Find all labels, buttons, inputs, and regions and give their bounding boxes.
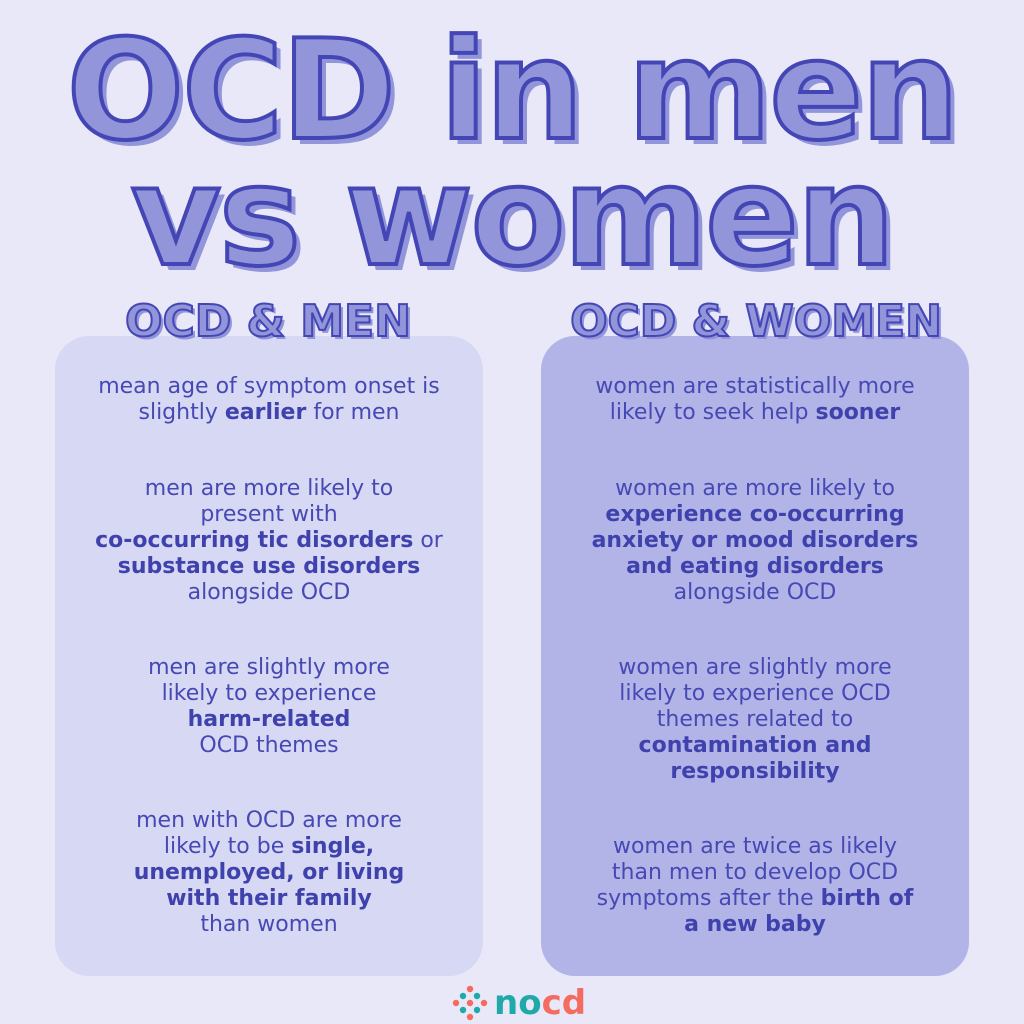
nocd-logo: nocd — [452, 985, 586, 1021]
emphasis: harm-related — [187, 707, 351, 732]
text: than women — [200, 912, 338, 937]
logo-text-no: no — [494, 983, 542, 1023]
men-fact-comorbidity: men are more likely to present with co-o… — [55, 476, 483, 606]
emphasis: birth of a new baby — [684, 886, 914, 937]
text: alongside OCD — [673, 580, 837, 605]
text: men are slightly more likely to experien… — [148, 655, 390, 706]
text: for men — [306, 400, 400, 425]
dots-logo-icon — [452, 985, 488, 1021]
text: alongside OCD — [187, 580, 351, 605]
title-line-2: vs women — [129, 136, 897, 297]
women-fact-themes: women are slightly more likely to experi… — [541, 655, 969, 785]
women-fact-postpartum: women are twice as likely than men to de… — [541, 834, 969, 938]
emphasis: contamination and responsibility — [638, 733, 872, 784]
emphasis: substance use disorders — [117, 554, 421, 579]
men-fact-social: men with OCD are more likely to be singl… — [55, 808, 483, 938]
women-panel: women are statistically more likely to s… — [541, 336, 969, 976]
emphasis: co-occurring tic disorders — [95, 528, 414, 553]
text: men with OCD are more likely to be — [136, 808, 402, 859]
emphasis: sooner — [815, 400, 901, 425]
logo-wordmark: nocd — [494, 986, 586, 1020]
men-fact-themes: men are slightly more likely to experien… — [55, 655, 483, 759]
emphasis: earlier — [224, 400, 307, 425]
text: women are more likely to — [615, 476, 895, 501]
text: women are statistically more likely to s… — [595, 374, 915, 425]
text: women are slightly more likely to experi… — [618, 655, 892, 732]
text: men are more likely to present with — [144, 476, 394, 527]
logo-text-cd: cd — [541, 983, 587, 1023]
text: or — [420, 528, 443, 553]
women-fact-help: women are statistically more likely to s… — [541, 374, 969, 426]
women-fact-comorbidity: women are more likely to experience co-o… — [541, 476, 969, 606]
men-heading: OCD & MEN — [124, 296, 412, 347]
text: mean age of symptom onset is slightly — [98, 374, 440, 425]
text: women are twice as likely than men to de… — [596, 834, 899, 911]
men-fact-onset: mean age of symptom onset is slightly ea… — [55, 374, 483, 426]
text: OCD themes — [199, 733, 339, 758]
title-line-1: OCD in men — [65, 10, 961, 171]
emphasis: single, unemployed, or living with their… — [133, 834, 405, 911]
emphasis: experience co-occurring anxiety or mood … — [591, 502, 919, 579]
women-heading: OCD & WOMEN — [569, 296, 943, 347]
men-panel: mean age of symptom onset is slightly ea… — [55, 336, 483, 976]
